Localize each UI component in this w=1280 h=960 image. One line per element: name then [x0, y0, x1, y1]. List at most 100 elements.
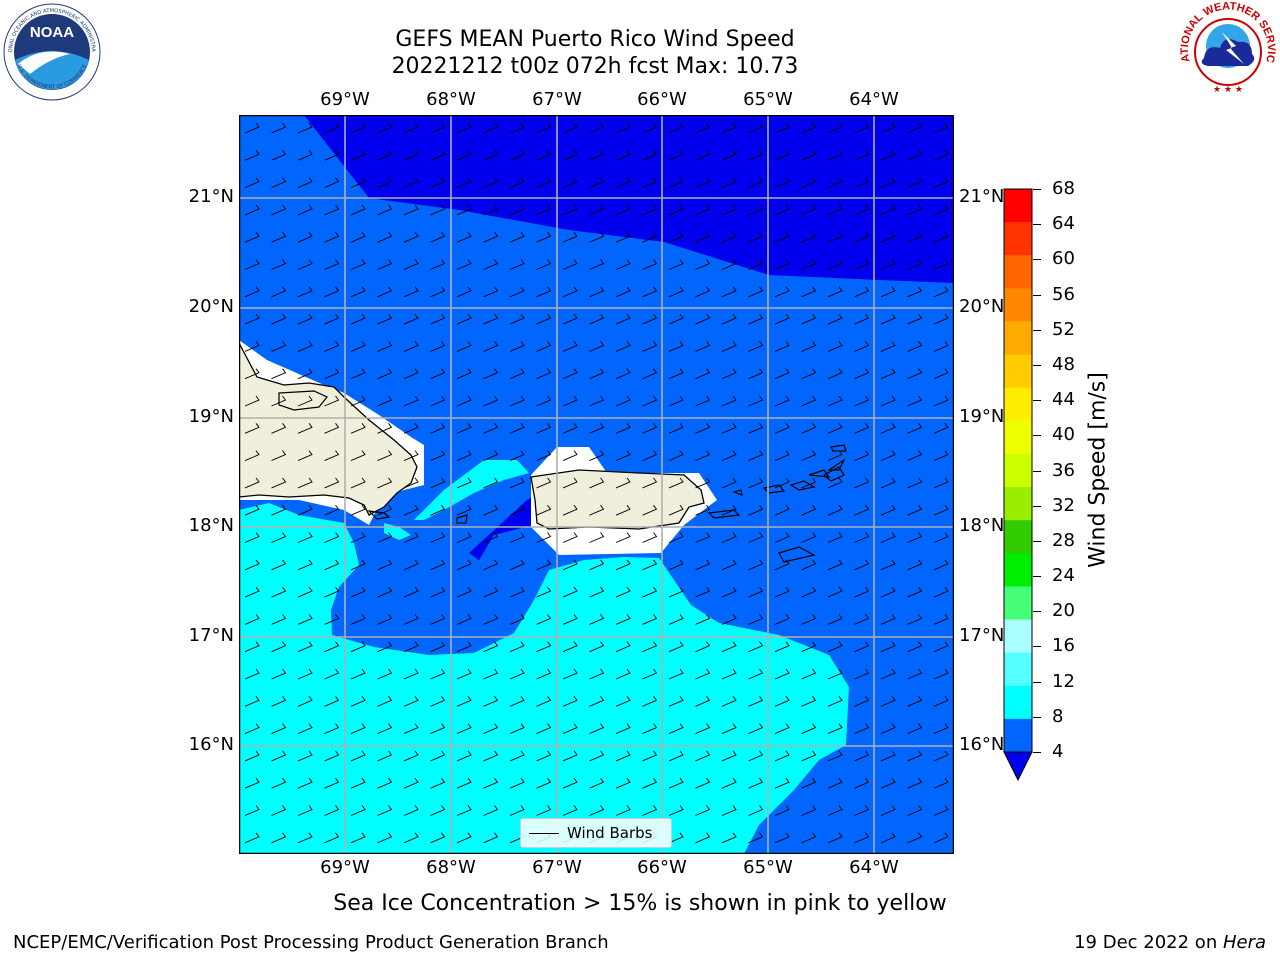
wind-barb [827, 177, 843, 189]
wind-barb [244, 259, 260, 270]
wind-barb [377, 668, 393, 680]
wind-barb [536, 532, 552, 543]
wind-barb [297, 696, 313, 707]
wind-barb [483, 450, 499, 462]
wind-barb [377, 777, 393, 789]
wind-barb [377, 477, 393, 489]
wind-barb [668, 204, 684, 216]
wind-barb [827, 150, 843, 161]
wind-barb [430, 395, 446, 407]
wind-barb [854, 450, 870, 462]
wind-barb [748, 832, 764, 844]
wind-barb [483, 341, 499, 352]
wind-barb [880, 586, 896, 598]
wind-barb [801, 423, 817, 434]
wind-barb [827, 777, 843, 789]
wind-barb [350, 668, 366, 680]
wind-barb [668, 286, 684, 298]
wind-barb [562, 777, 578, 789]
colorbar-tick-label: 24 [1052, 565, 1075, 587]
wind-barb [748, 395, 764, 407]
wind-barb [430, 259, 446, 270]
wind-barb [297, 614, 313, 625]
wind-barb [668, 641, 684, 653]
wind-barb [907, 668, 923, 680]
wind-barb [297, 750, 313, 762]
wind-barb [456, 395, 472, 407]
colorbar-tick-label: 64 [1052, 213, 1075, 235]
wind-barb [377, 231, 393, 243]
wind-barb [933, 231, 949, 243]
wind-barb [244, 641, 260, 653]
colorbar-tick-label: 20 [1052, 600, 1075, 622]
wind-barb [774, 286, 790, 298]
wind-barb [430, 777, 446, 789]
wind-barb [403, 231, 419, 243]
wind-barb [324, 750, 340, 762]
wind-barb [403, 177, 419, 189]
wind-barb [721, 395, 737, 407]
wind-barb [509, 586, 525, 598]
wind-barb [827, 696, 843, 707]
wind-barb [377, 750, 393, 762]
wind-barb [801, 696, 817, 707]
wind-barb [907, 286, 923, 298]
wind-barb [854, 504, 870, 516]
wind-barb [721, 177, 737, 189]
wind-barb [880, 504, 896, 516]
colorbar-block [1004, 189, 1032, 223]
wind-barb [589, 395, 605, 407]
wind-barb [668, 614, 684, 625]
wind-barb [668, 150, 684, 161]
wind-barb [642, 532, 658, 543]
wind-barb [430, 614, 446, 625]
wind-barb [615, 723, 631, 735]
wind-barb [880, 423, 896, 434]
wind-barb [721, 832, 737, 844]
wind-barb [721, 805, 737, 816]
wind-barb [324, 231, 340, 243]
wind-barb [907, 641, 923, 653]
wind-barb [774, 423, 790, 434]
wind-barb [933, 559, 949, 571]
wind-barb [854, 805, 870, 816]
mona-island [456, 514, 468, 524]
wind-barb [589, 504, 605, 516]
lon-label-bottom-67: 67°W [532, 857, 582, 878]
wind-barb [827, 450, 843, 462]
wind-barb [774, 150, 790, 161]
wind-barb [456, 641, 472, 653]
wind-barb [509, 423, 525, 434]
wind-barb [430, 477, 446, 489]
wind-barb [297, 777, 313, 789]
wind-barb [880, 177, 896, 189]
wind-barb [483, 177, 499, 189]
wind-barb [297, 231, 313, 243]
wind-barb [721, 723, 737, 735]
wind-barb [748, 641, 764, 653]
st-croix-island [778, 546, 816, 563]
wind-barb [668, 586, 684, 598]
wind-barb [907, 832, 923, 844]
wind-barb [880, 286, 896, 298]
wind-barb [509, 805, 525, 816]
wind-barb [695, 395, 711, 407]
wind-barb [509, 559, 525, 571]
wind-barb [642, 259, 658, 270]
wind-barb [933, 586, 949, 598]
colorbar-tick-label: 40 [1052, 424, 1075, 446]
wind-barb [244, 423, 260, 434]
wind-barb [483, 586, 499, 598]
wind-barb [854, 532, 870, 543]
wind-barb [880, 231, 896, 243]
wind-barb [933, 150, 949, 161]
wind-barb [774, 777, 790, 789]
wind-barb [403, 614, 419, 625]
wind-barb [562, 805, 578, 816]
wind-barb [536, 341, 552, 352]
wind-barb [562, 231, 578, 243]
wind-barb [854, 614, 870, 625]
wind-barb [907, 586, 923, 598]
wind-barb [615, 368, 631, 380]
wind-barb [933, 750, 949, 762]
